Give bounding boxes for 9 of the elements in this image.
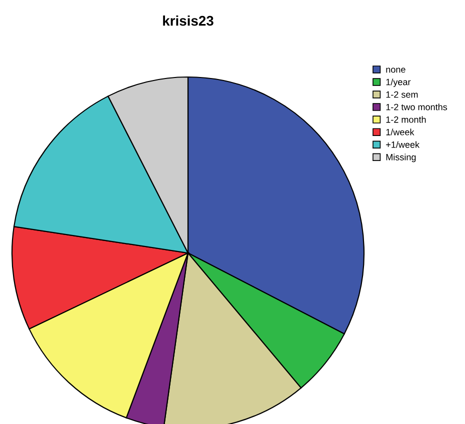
legend-label: Missing — [386, 154, 416, 162]
legend-label: 1-2 sem — [386, 91, 418, 98]
chart-title: krisis23 — [163, 16, 214, 26]
legend-label: 1/week — [386, 128, 414, 136]
legend-label: 1/year — [386, 78, 411, 87]
legend-label: 1-2 two months — [386, 104, 448, 110]
legend-label: none — [386, 68, 406, 73]
legend-label: 1-2 month — [386, 116, 426, 123]
legend-label: +1/week — [386, 141, 420, 148]
